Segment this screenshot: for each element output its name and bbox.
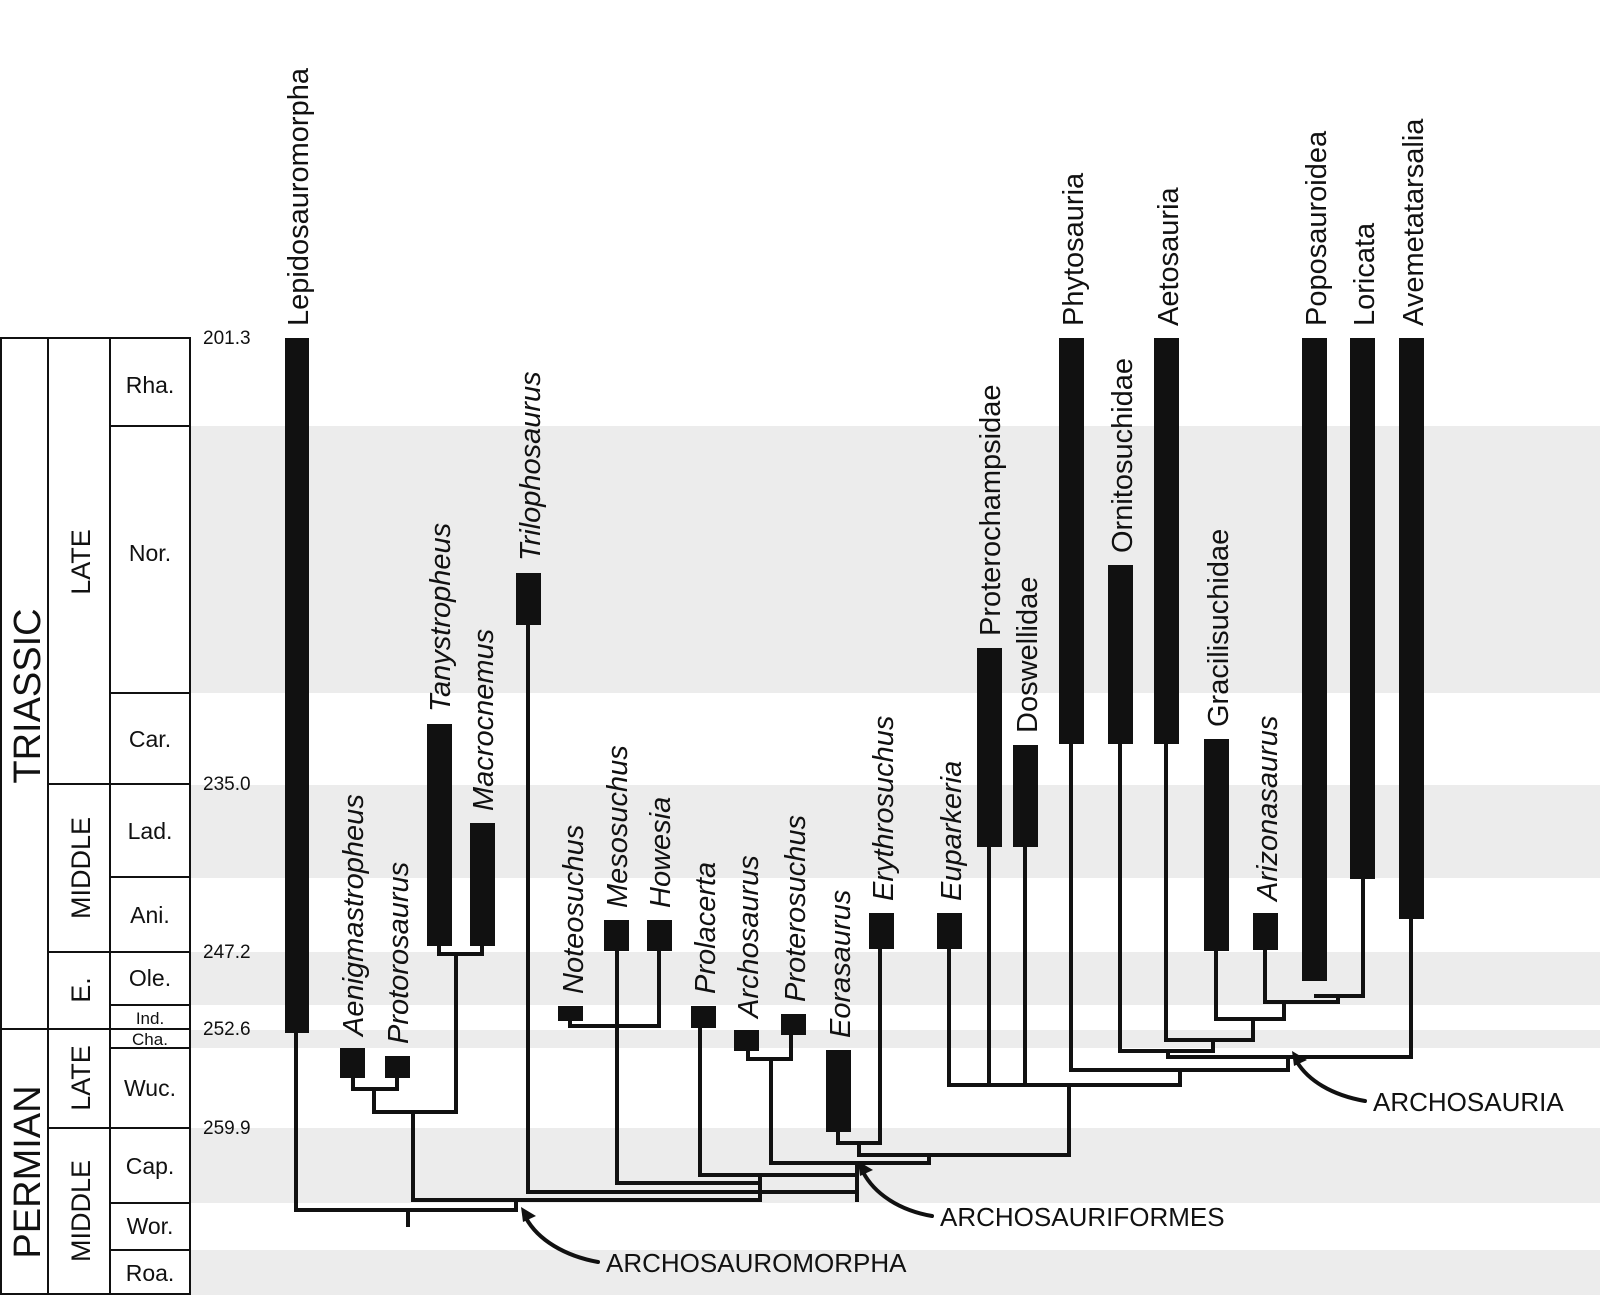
clade-arrows [524,1060,1367,1264]
range-bar-phytosauria [1059,338,1084,744]
range-bar-proterochampsidae [977,648,1002,847]
timescale [0,337,191,1295]
taxon-labels: Lepidosauromorpha Aenigmastropheus Proto… [283,67,1430,1044]
range-bar-howesia [647,920,672,951]
stage-labels: Rha. Nor. Car. Lad. Ani. Ole. Ind. Cha. … [124,372,176,1286]
range-bar-avemetatarsalia [1399,338,1424,919]
range-bar-euparkeria [937,913,962,949]
stage-label: Car. [129,726,171,752]
taxon-label-macrocnemus: Macrocnemus [468,629,500,811]
range-bar-eorasaurus [826,1050,851,1132]
taxon-label-aenigmastropheus: Aenigmastropheus [338,794,370,1038]
range-bar-erythrosuchus [869,913,894,949]
taxon-label-gracilisuchidae: Gracilisuchidae [1203,529,1235,727]
range-bar-mesosuchus [604,920,629,951]
band-changhsingian [191,1030,1600,1048]
range-bar-protorosaurus [385,1056,410,1078]
clade-labels: ARCHOSAUROMORPHA ARCHOSAURIFORMES ARCHOS… [606,1087,1564,1278]
range-bar-lepidosauromorpha [285,338,309,1033]
age-label: 247.2 [203,942,251,963]
range-bar-noteosuchus [558,1006,583,1021]
stage-label: Rha. [126,372,175,398]
taxon-label-eorasaurus: Eorasaurus [825,890,857,1038]
taxon-label-euparkeria: Euparkeria [936,761,968,901]
taxon-label-loricata: Loricata [1349,222,1381,326]
band-roadian [191,1250,1600,1295]
taxon-label-doswellidae: Doswellidae [1012,577,1044,733]
taxon-label-protorosaurus: Protorosaurus [383,862,415,1044]
range-bar-tanystropheus [427,724,452,946]
age-label: 259.9 [203,1118,251,1139]
age-label: 252.6 [203,1019,251,1040]
epoch-label-middle-triassic: MIDDLE [66,817,96,919]
clade-label-archosauromorpha: ARCHOSAUROMORPHA [606,1248,907,1278]
taxon-label-prolacerta: Prolacerta [690,862,722,994]
taxon-label-archosaurus: Archosaurus [733,855,765,1020]
epoch-label-late-triassic: LATE [66,529,96,595]
age-label: 201.3 [203,328,251,349]
tree-branches [294,622,1413,1227]
band-norian [191,426,1600,693]
range-bar-proterosuchus [781,1014,806,1035]
arrowhead-archosauromorpha [521,1207,536,1222]
range-bar-trilophosaurus [516,573,541,625]
clade-arrowheads [521,1051,1307,1222]
range-bar-loricata [1350,338,1375,879]
arrowhead-archosauriformes [858,1161,873,1176]
taxon-label-arizonasaurus: Arizonasaurus [1252,716,1284,903]
taxon-label-tanystropheus: Tanystropheus [425,523,457,712]
epoch-label-middle-permian: MIDDLE [66,1160,96,1262]
taxon-label-phytosauria: Phytosauria [1058,172,1090,326]
range-bar-gracilisuchidae [1204,739,1229,951]
taxon-label-poposauroidea: Poposauroidea [1301,130,1333,326]
taxon-label-ornitosuchidae: Ornitosuchidae [1107,358,1139,553]
stage-label: Roa. [126,1260,175,1286]
epoch-label-early-triassic: E. [66,977,96,1003]
taxon-label-avemetatarsalia: Avemetatarsalia [1398,118,1430,326]
taxon-label-mesosuchus: Mesosuchus [602,745,634,908]
range-bar-prolacerta [691,1006,716,1028]
stage-label: Nor. [129,540,171,566]
timescale-frame [0,337,191,1295]
taxon-label-lepidosauromorpha: Lepidosauromorpha [283,67,315,326]
band-olenekian [191,952,1600,1005]
stage-label: Lad. [128,818,173,844]
stage-label: Ind. [136,1009,164,1028]
epoch-label-late-permian: LATE [66,1045,96,1111]
stage-label: Cap. [126,1153,175,1179]
taxon-label-trilophosaurus: Trilophosaurus [515,371,547,561]
stage-label: Wuc. [124,1075,176,1101]
arrowhead-archosauria [1292,1051,1307,1066]
age-labels: 201.3 235.0 247.2 252.6 259.9 [203,328,251,1139]
range-bar-poposauroidea [1302,338,1327,981]
taxon-label-howesia: Howesia [645,797,677,908]
taxon-label-proterochampsidae: Proterochampsidae [975,385,1007,636]
band-capitanian [191,1128,1600,1203]
era-label-permian: PERMIAN [7,1085,49,1258]
era-label-triassic: TRIASSIC [7,608,49,783]
arrow-archosauriformes [861,1170,934,1218]
range-bar-macrocnemus [470,823,495,946]
arrow-archosauromorpha [524,1216,600,1264]
range-bar-arizonasaurus [1253,913,1278,950]
stage-label: Wor. [127,1213,174,1239]
range-bars [285,338,1424,1132]
stage-label: Ani. [130,902,170,928]
range-bar-ornitosuchidae [1108,565,1133,744]
taxon-label-proterosuchus: Proterosuchus [780,815,812,1002]
age-label: 235.0 [203,774,251,795]
range-bar-archosaurus [734,1030,759,1051]
range-bar-aetosauria [1154,338,1179,744]
range-bar-doswellidae [1013,745,1038,847]
arrow-archosauria [1295,1060,1367,1103]
taxon-label-aetosauria: Aetosauria [1153,186,1185,326]
taxon-label-erythrosuchus: Erythrosuchus [868,716,900,901]
clade-label-archosauriformes: ARCHOSAURIFORMES [940,1202,1225,1232]
range-bar-aenigmastropheus [340,1048,365,1078]
stage-label: Cha. [132,1030,168,1049]
clade-label-archosauria: ARCHOSAURIA [1373,1087,1564,1117]
taxon-label-noteosuchus: Noteosuchus [558,825,590,994]
stage-label: Ole. [129,965,171,991]
